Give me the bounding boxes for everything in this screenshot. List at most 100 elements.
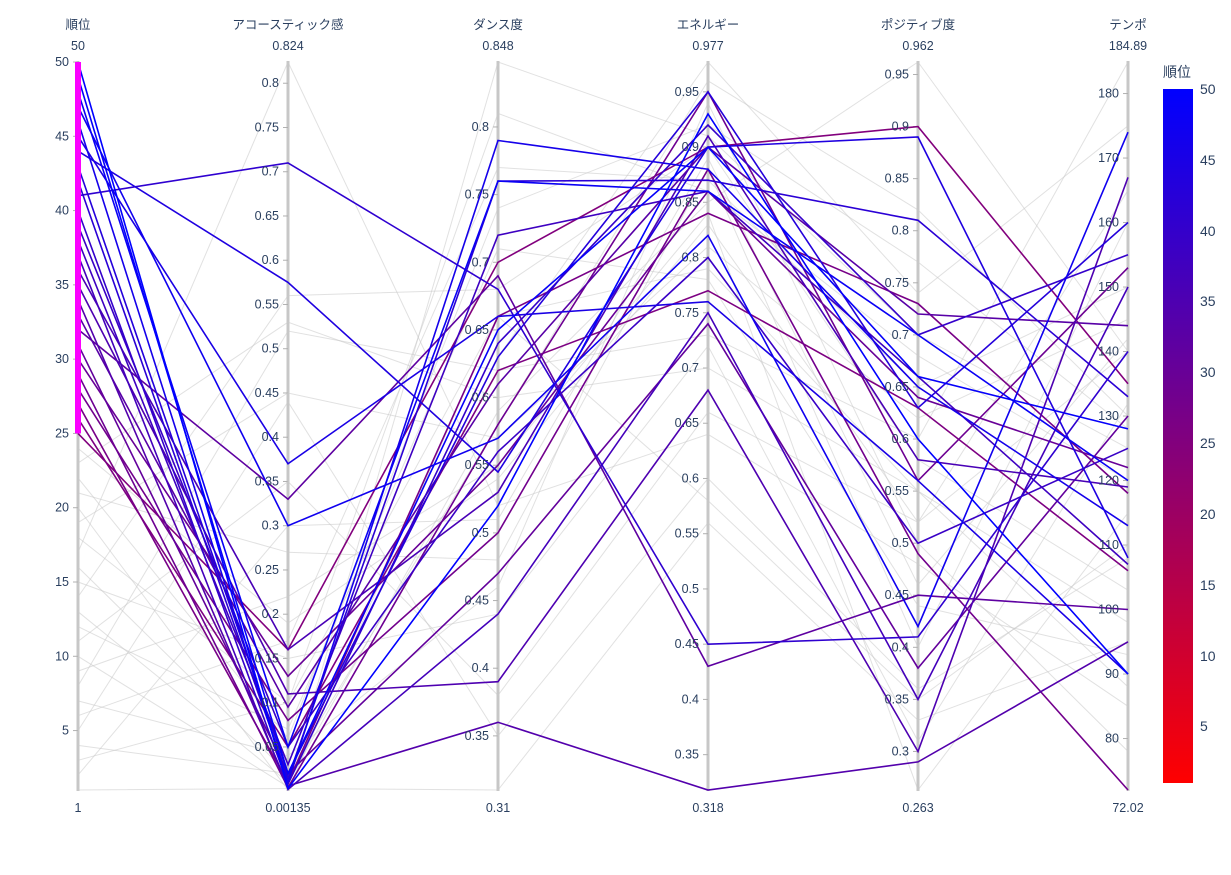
data-line-rank-32	[77, 274, 1129, 668]
axis-0-tick-label: 50	[55, 55, 69, 69]
data-line-rank-31	[77, 322, 1129, 775]
axis-3-tick-label: 0.6	[682, 471, 699, 485]
colorbar-legend: 順位 50 45 40 35 30 25 20 15 10 5	[1161, 62, 1231, 802]
axis-1-tick-label: 0.65	[255, 209, 279, 223]
axis-1-tick-label: 0.5	[262, 342, 279, 356]
data-line-rank-48	[77, 91, 1129, 750]
data-line-rank-42	[77, 179, 1129, 781]
data-line-rank-50	[77, 61, 1129, 791]
data-line-rank-37	[77, 254, 1129, 791]
axis-4-tick-label: 0.65	[885, 380, 909, 394]
axis-2-tick-label: 0.8	[472, 120, 489, 134]
axis-0-tick-label: 5	[62, 724, 69, 738]
data-line-rank-4	[77, 80, 1129, 775]
axis-2-tick-label: 0.5	[472, 526, 489, 540]
axis-2-tick-label: 0.55	[465, 458, 489, 472]
axis-3-tick-label: 0.7	[682, 361, 699, 375]
data-line-rank-10	[77, 61, 1129, 788]
data-line-rank-47	[77, 106, 1129, 629]
axis-3-tick-label: 0.65	[675, 416, 699, 430]
axis-4-tick-label: 0.3	[892, 744, 909, 758]
data-line-rank-29	[77, 90, 1129, 790]
axis-2-tick-label: 0.75	[465, 188, 489, 202]
colorbar-gradient	[1163, 89, 1193, 783]
axis-4-tick-label: 0.95	[885, 67, 909, 81]
axis-title-2[interactable]: ダンス度	[473, 17, 523, 32]
data-line-rank-25	[77, 125, 1129, 651]
axis-3-tick-label: 0.4	[682, 692, 699, 706]
axis-2-tick-label: 0.4	[472, 661, 489, 675]
axis-max-label-2: 0.848	[482, 39, 513, 53]
axis-title-5[interactable]: テンポ	[1109, 18, 1147, 32]
axis-4-tick-label: 0.75	[885, 276, 909, 290]
rank-axis-brush[interactable]	[75, 62, 81, 434]
axis-1-tick-label: 0.6	[262, 253, 279, 267]
axis-5-tick-label: 180	[1098, 87, 1119, 101]
axis-4-tick-label: 0.55	[885, 484, 909, 498]
data-line-rank-6	[77, 166, 1129, 717]
axis-3-tick-label: 0.95	[675, 85, 699, 99]
axis-0-tick-label: 25	[55, 426, 69, 440]
colorbar-tick-label: 45	[1200, 151, 1216, 168]
axis-3-tick-label: 0.5	[682, 582, 699, 596]
axis-1-tick-label: 0.25	[255, 563, 279, 577]
axis-3-tick-label: 0.9	[682, 140, 699, 154]
data-line-rank-14	[77, 146, 1129, 598]
axis-5-tick-label: 150	[1098, 280, 1119, 294]
data-line-rank-1	[77, 521, 1129, 791]
colorbar-tick-label: 50	[1200, 81, 1216, 97]
axis-3-tick-label: 0.8	[682, 251, 699, 265]
axis-4-tick-label: 0.8	[892, 224, 909, 238]
axis-title-4[interactable]: ポジティブ度	[881, 17, 956, 32]
data-line-rank-11	[77, 190, 1129, 697]
axis-min-label-4: 0.263	[902, 801, 933, 815]
axis-max-label-4: 0.962	[902, 39, 933, 53]
axis-3-tick-label: 0.75	[675, 306, 699, 320]
axis-3-tick-label: 0.55	[675, 527, 699, 541]
axis-min-label-3: 0.318	[692, 801, 723, 815]
data-line-rank-35	[77, 177, 1129, 754]
axis-1-tick-label: 0.75	[255, 120, 279, 134]
axis-4-tick-label: 0.4	[892, 640, 909, 654]
axis-min-label-0: 1	[75, 801, 82, 815]
axis-4-tick-label: 0.85	[885, 172, 909, 186]
data-line-rank-21	[77, 168, 1129, 649]
axis-2-tick-label: 0.7	[472, 255, 489, 269]
axis-5-tick-label: 130	[1098, 409, 1119, 423]
axis-4-tick-label: 0.6	[892, 432, 909, 446]
axis-title-1[interactable]: アコースティック感	[232, 17, 343, 32]
data-line-rank-38	[77, 190, 1129, 767]
axis-title-3[interactable]: エネルギー	[677, 18, 740, 32]
axis-0-tick-label: 45	[55, 129, 69, 143]
axis-2-tick-label: 0.45	[465, 594, 489, 608]
colorbar-tick-label: 35	[1200, 293, 1216, 310]
axis-max-label-1: 0.824	[272, 39, 303, 53]
axis-1-tick-label: 0.2	[262, 607, 279, 621]
axis-2-tick-label: 0.65	[465, 323, 489, 337]
axis-5-tick-label: 170	[1098, 151, 1119, 165]
data-line-rank-40	[77, 123, 1129, 787]
axis-2-tick-label: 0.6	[472, 391, 489, 405]
data-line-rank-41	[77, 162, 1129, 646]
axis-1-tick-label: 0.55	[255, 297, 279, 311]
axis-max-label-5: 184.89	[1109, 39, 1147, 53]
data-line-rank-22	[77, 124, 1129, 740]
data-line-rank-19	[77, 245, 1129, 524]
colorbar-tick-label: 10	[1200, 647, 1216, 664]
axis-title-0[interactable]: 順位	[65, 17, 90, 32]
colorbar-tick-label: 25	[1200, 435, 1216, 452]
data-line-rank-7	[77, 101, 1129, 757]
data-line-rank-3	[77, 268, 1129, 761]
axis-0-tick-label: 20	[55, 501, 69, 515]
data-line-rank-15	[77, 344, 1129, 743]
axis-0-tick-label: 35	[55, 278, 69, 292]
axis-5-tick-label: 100	[1098, 603, 1119, 617]
colorbar-tick-label: 5	[1200, 718, 1208, 735]
axis-1-tick-label: 0.4	[262, 430, 279, 444]
axis-1-tick-label: 0.05	[255, 740, 279, 754]
data-line-rank-36	[77, 134, 1129, 651]
axis-1-tick-label: 0.7	[262, 165, 279, 179]
axis-0-tick-label: 40	[55, 204, 69, 218]
axis-4-tick-label: 0.9	[892, 120, 909, 134]
